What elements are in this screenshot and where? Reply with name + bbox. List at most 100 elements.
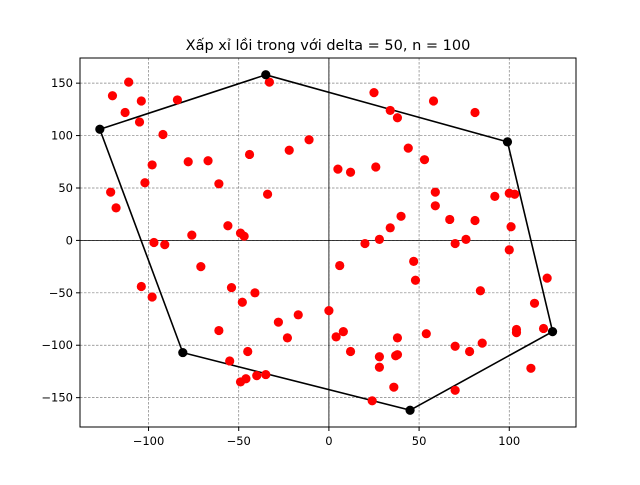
data-point <box>304 135 314 145</box>
data-point <box>464 346 475 357</box>
y-tick-label: −50 <box>49 286 73 300</box>
chart-title: Xấp xỉ lồi trong với delta = 50, n = 100 <box>186 37 471 54</box>
data-point <box>430 187 440 197</box>
y-tick-label: −150 <box>41 391 73 405</box>
ticks: −100 −50 0 50 100 −150 −100 −50 0 50 100 150 <box>41 76 520 448</box>
data-point <box>374 362 385 372</box>
data-point <box>140 178 150 188</box>
data-point <box>526 363 536 373</box>
data-point <box>490 191 500 201</box>
y-tick-label: 0 <box>66 233 73 247</box>
hull-vertex <box>178 347 188 358</box>
zero-axis-lines <box>80 58 576 427</box>
data-point <box>262 189 273 199</box>
data-point <box>371 162 381 172</box>
data-point <box>239 231 249 241</box>
data-point <box>428 96 439 106</box>
data-point <box>511 328 522 338</box>
data-point <box>421 329 431 339</box>
y-tick-label: 50 <box>58 181 73 195</box>
data-point <box>470 107 480 118</box>
plot-frame <box>79 57 577 428</box>
data-point <box>410 275 421 285</box>
data-point <box>338 327 348 337</box>
data-point <box>506 222 516 232</box>
data-point <box>385 105 395 116</box>
data-point <box>374 352 385 362</box>
data-point <box>120 107 130 118</box>
data-point <box>226 282 237 293</box>
data-point <box>223 221 233 231</box>
data-point <box>385 223 395 233</box>
y-tick-label: 150 <box>51 76 73 90</box>
data-point <box>136 96 146 106</box>
data-point <box>160 239 170 250</box>
data-point <box>111 203 121 213</box>
hull-vertex <box>95 124 105 134</box>
y-tick-label: −100 <box>41 338 73 352</box>
data-point <box>264 77 274 87</box>
hull-vertex-layer <box>95 70 558 415</box>
data-point <box>324 306 334 316</box>
data-point <box>504 245 514 255</box>
data-point <box>214 325 224 336</box>
data-point <box>183 157 193 167</box>
data-point <box>345 167 356 177</box>
data-point <box>149 237 159 248</box>
data-point <box>243 346 253 357</box>
data-point <box>369 87 379 98</box>
data-point <box>360 238 370 249</box>
data-point <box>273 317 283 327</box>
data-point <box>225 356 235 366</box>
data-point <box>538 323 549 334</box>
data-point <box>477 338 487 348</box>
data-point <box>392 113 403 123</box>
data-point <box>392 333 403 343</box>
data-point <box>261 369 271 380</box>
x-tick-label: 50 <box>412 434 427 448</box>
data-point <box>475 286 486 296</box>
y-tick-label: 100 <box>51 129 73 143</box>
data-point <box>331 332 341 342</box>
x-tick-label: 100 <box>498 434 520 448</box>
data-point <box>250 288 260 298</box>
data-point <box>374 234 385 244</box>
data-point <box>445 214 455 225</box>
data-point <box>529 298 540 308</box>
data-point <box>136 281 146 292</box>
x-tick-label: −50 <box>227 434 251 448</box>
data-point <box>134 117 145 127</box>
data-point <box>392 350 403 360</box>
data-point <box>124 77 134 87</box>
data-point <box>147 160 157 170</box>
data-point <box>282 333 293 343</box>
data-point <box>345 346 356 357</box>
data-point <box>187 230 197 240</box>
data-point <box>196 262 206 272</box>
x-tick-label: 0 <box>325 434 332 448</box>
data-point <box>147 292 157 302</box>
data-point <box>542 273 552 283</box>
data-point <box>430 201 440 211</box>
hull-vertex <box>261 70 271 80</box>
data-point <box>367 396 377 406</box>
data-point <box>419 155 430 165</box>
data-point <box>158 129 168 140</box>
data-point <box>214 179 224 189</box>
data-point <box>389 382 399 392</box>
data-point <box>244 149 255 160</box>
data-point <box>333 164 343 174</box>
points-layer <box>106 77 552 406</box>
data-point <box>241 374 251 384</box>
data-point <box>470 215 480 226</box>
data-point <box>510 189 520 199</box>
data-point <box>252 371 262 381</box>
hull-vertex <box>405 405 415 415</box>
data-point <box>107 91 118 101</box>
data-point <box>409 256 419 266</box>
data-point <box>403 143 413 153</box>
hull-vertex <box>502 137 513 147</box>
data-point <box>461 234 471 244</box>
